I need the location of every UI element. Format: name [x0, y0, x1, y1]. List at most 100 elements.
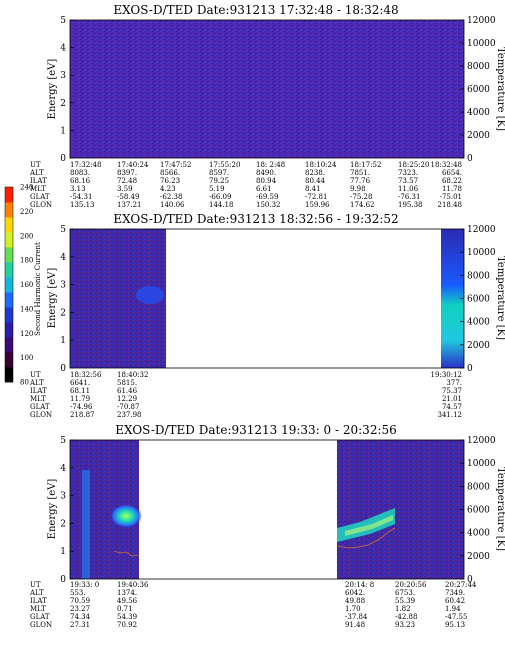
ephemeris-value: -75.01 — [440, 193, 462, 201]
ephemeris-value: 80.44 — [305, 177, 326, 185]
temperature-tick-label: 12000 — [467, 16, 496, 26]
ephemeris-value: 27.31 — [70, 621, 90, 629]
panel-1-ylabel: Energy [eV] — [47, 59, 58, 120]
ephemeris-value: 8.41 — [305, 185, 321, 193]
ephemeris-value: 54.39 — [117, 613, 137, 621]
ephemeris-value: 150.32 — [256, 201, 281, 209]
ephemeris-value: 8397. — [117, 169, 137, 177]
ephemeris-row-label: GLAT — [30, 403, 50, 411]
ephemeris-value: 8490. — [256, 169, 276, 177]
ephemeris-value: 74.34 — [70, 613, 91, 621]
panel-2-temperature-ticks: 0 2000 4000 6000 8000 10000 12000 — [460, 225, 496, 374]
panel-2-ylabel: Energy [eV] — [47, 268, 58, 329]
ephemeris-value: 5.19 — [209, 185, 225, 193]
ephemeris-value: -42.88 — [395, 613, 417, 621]
ephemeris-value: 6641. — [70, 379, 90, 387]
panel-3-temperature-trace-right — [337, 527, 396, 549]
ephemeris-value: 18:25:20 — [398, 161, 429, 169]
ephemeris-value: 174.62 — [350, 201, 375, 209]
ephemeris-row-label: ILAT — [30, 387, 47, 395]
panel-2: EXOS-D/TED Date:931213 18:32:56 - 19:32:… — [29, 212, 505, 419]
ephemeris-value: 95.13 — [445, 621, 465, 629]
temperature-tick-label: 2000 — [467, 552, 490, 562]
temperature-tick-label: 4000 — [467, 318, 490, 328]
ephemeris-value: -74.96 — [70, 403, 93, 411]
ephemeris-value: 12.29 — [117, 395, 137, 403]
ephemeris-value: 341.12 — [438, 411, 463, 419]
colorbar-block — [5, 247, 13, 263]
ephemeris-value: 60.42 — [445, 597, 465, 605]
panel-3-temperature-ticks: 0 2000 4000 6000 8000 10000 12000 — [460, 436, 496, 585]
ephemeris-value: -66.09 — [209, 193, 231, 201]
ephemeris-value: 68.22 — [442, 177, 462, 185]
ephemeris-value: 140.06 — [160, 201, 185, 209]
ephemeris-value: 8566. — [160, 169, 180, 177]
energy-tick-label: 2 — [60, 519, 66, 529]
energy-tick-label: 5 — [60, 436, 66, 446]
ephemeris-value: 6753. — [395, 589, 415, 597]
ephemeris-row-label: MLT — [30, 395, 46, 403]
colorbar-block — [5, 367, 13, 383]
temperature-tick-label: 6000 — [467, 295, 490, 305]
colorbar-tick-label: 160 — [20, 281, 33, 289]
ephemeris-value: -37.84 — [345, 613, 368, 621]
ephemeris-row-label: ILAT — [30, 177, 47, 185]
ephemeris-value: 137.21 — [117, 201, 142, 209]
temperature-tick-label: 6000 — [467, 506, 490, 516]
ephemeris-value: 8238. — [305, 169, 325, 177]
temperature-tick-label: 12000 — [467, 225, 496, 235]
colorbar-tick-label: 80 — [20, 379, 29, 387]
colorbar-tick-label: 180 — [20, 257, 33, 265]
ephemeris-value: 5815. — [117, 379, 137, 387]
ephemeris-value: 553. — [70, 589, 86, 597]
ephemeris-value: 144.18 — [209, 201, 234, 209]
ephemeris-value: 18:40:32 — [117, 371, 148, 379]
ephemeris-value: 18:17:52 — [350, 161, 381, 169]
ephemeris-value: 17:40:24 — [117, 161, 149, 169]
ephemeris-value: 18:10:24 — [305, 161, 337, 169]
colorbar: 80 100 120 140 160 180 200 220 240 Second Harmon… — [4, 184, 42, 387]
ephemeris-value: 7323. — [398, 169, 418, 177]
ephemeris-value: 73.57 — [398, 177, 418, 185]
ephemeris-value: 135.13 — [70, 201, 95, 209]
colorbar-block — [5, 292, 13, 308]
colorbar-label: Second Harmonic Current — [34, 242, 42, 336]
ephemeris-value: 0.71 — [117, 605, 133, 613]
energy-tick-label: 1 — [60, 547, 66, 557]
ephemeris-row-label: GLON — [30, 621, 52, 629]
colorbar-ticks: 80 100 120 140 160 180 200 220 240 — [20, 184, 33, 387]
panel-3-temperature-trace-left — [113, 550, 139, 557]
colorbar-block — [5, 232, 13, 248]
ephemeris-value: 17:55:20 — [209, 161, 240, 169]
panel-3-energy-ticks: 0 1 2 3 4 5 — [60, 436, 74, 585]
panel-2-y2label: Temperature [K] — [495, 256, 505, 340]
panel-1-ephemeris: UTALTILATMLTGLATGLON17:32:488083.68.163.… — [29, 161, 462, 209]
ephemeris-value: 70.59 — [70, 597, 90, 605]
ephemeris-value: 23.27 — [70, 605, 90, 613]
ephemeris-value: 9.98 — [350, 185, 366, 193]
ephemeris-row-label: UT — [30, 161, 41, 169]
colorbar-tick-label: 200 — [20, 232, 33, 240]
ephemeris-value: 79.25 — [209, 177, 229, 185]
energy-tick-label: 0 — [60, 364, 66, 374]
ephemeris-value: 3.59 — [117, 185, 133, 193]
ephemeris-value: 68.11 — [70, 387, 90, 395]
panel-3-band-right-core — [345, 515, 393, 536]
ephemeris-value: 6.61 — [256, 185, 272, 193]
ephemeris-row-label: ALT — [29, 589, 44, 597]
ephemeris-value: 11.78 — [442, 185, 462, 193]
panel-3-title: EXOS-D/TED Date:931213 19:33: 0 - 20:32:… — [115, 423, 397, 437]
ephemeris-value: 74.57 — [442, 403, 462, 411]
temperature-tick-label: 0 — [467, 364, 473, 374]
colorbar-block — [5, 277, 13, 293]
energy-tick-label: 0 — [60, 575, 66, 585]
ephemeris-value: 8597. — [209, 169, 229, 177]
ephemeris-value: 7349. — [445, 589, 465, 597]
colorbar-scale — [4, 186, 14, 383]
temperature-tick-label: 2000 — [467, 131, 490, 141]
energy-tick-label: 2 — [60, 99, 66, 109]
energy-tick-label: 3 — [60, 281, 66, 291]
ephemeris-value: 61.46 — [117, 387, 138, 395]
ephemeris-value: 218.87 — [70, 411, 95, 419]
